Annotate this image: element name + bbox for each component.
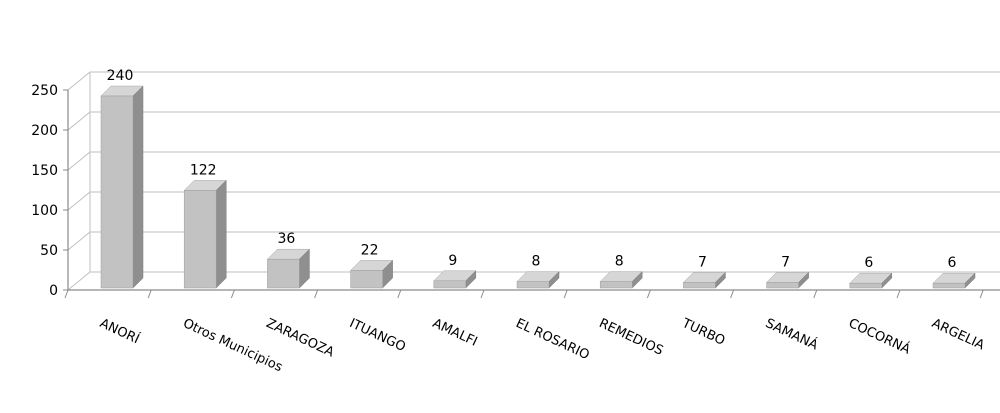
bar-front	[267, 258, 300, 289]
x-tick-mark	[813, 289, 818, 299]
y-tick-label: 100	[31, 203, 58, 219]
bar-0	[100, 85, 144, 289]
data-label: 6	[864, 255, 873, 271]
category-label: EL ROSARIO	[513, 316, 591, 363]
data-label: 9	[448, 253, 457, 269]
y-tick-label: 250	[31, 83, 58, 99]
x-tick-mark	[480, 289, 485, 299]
data-label: 6	[948, 255, 957, 271]
bar-front	[100, 95, 134, 289]
bar-front	[350, 270, 383, 289]
x-tick-mark	[397, 289, 402, 299]
data-label: 122	[190, 162, 217, 178]
bar-4	[433, 270, 477, 289]
gridline-depth	[67, 71, 91, 91]
bar-front	[599, 281, 633, 289]
x-tick-mark	[646, 289, 651, 299]
bar-8	[765, 271, 810, 289]
data-label: 8	[532, 254, 541, 270]
x-tick-mark	[979, 289, 984, 299]
x-tick-mark	[230, 289, 235, 299]
y-tick-label: 150	[31, 163, 58, 179]
bar-10	[932, 272, 976, 289]
gridline-depth	[67, 191, 91, 211]
category-label: AMALFI	[430, 316, 479, 350]
bar-side	[132, 85, 144, 289]
bar-front	[183, 190, 217, 289]
bar-front	[683, 282, 716, 289]
data-label: 36	[277, 231, 295, 247]
gridline-depth	[67, 111, 91, 131]
data-label: 240	[107, 68, 134, 84]
category-label: REMEDIOS	[597, 316, 666, 359]
category-label: ZARAGOZA	[264, 316, 337, 361]
x-tick-mark	[147, 289, 152, 299]
x-tick-mark	[730, 289, 735, 299]
bar-2	[266, 248, 311, 289]
data-label: 7	[698, 254, 707, 270]
y-tick-label: 50	[40, 243, 58, 259]
gridline-depth	[67, 271, 91, 291]
bar-front	[433, 280, 467, 289]
data-label: 8	[615, 254, 624, 270]
y-tick-label: 200	[31, 123, 58, 139]
x-tick-mark	[64, 289, 69, 299]
category-label: SAMANÁ	[763, 315, 821, 353]
bar-6	[599, 270, 643, 289]
category-label: COCORNÁ	[846, 315, 913, 358]
x-tick-mark	[563, 289, 568, 299]
bar-5	[516, 270, 560, 289]
bar-front	[932, 282, 966, 289]
x-tick-mark	[314, 289, 319, 299]
bar-3	[349, 259, 394, 289]
category-label: ITUANGO	[347, 316, 408, 355]
data-label: 7	[781, 254, 790, 270]
gridline-depth	[67, 151, 91, 171]
bar-front	[766, 282, 799, 289]
category-label: ARGELIA	[929, 316, 986, 353]
x-tick-mark	[896, 289, 901, 299]
gridline-depth	[67, 231, 91, 251]
data-label: 22	[361, 242, 379, 258]
bar-front	[516, 281, 550, 289]
bar-7	[682, 271, 727, 289]
category-label: ANORÍ	[97, 315, 142, 347]
y-tick-label: 0	[49, 283, 58, 299]
category-label: TURBO	[679, 316, 727, 349]
bar-side	[215, 179, 227, 289]
bar-9	[849, 272, 893, 289]
bar-1	[183, 179, 227, 289]
bar-front	[849, 282, 883, 289]
gridlines	[63, 71, 1000, 291]
